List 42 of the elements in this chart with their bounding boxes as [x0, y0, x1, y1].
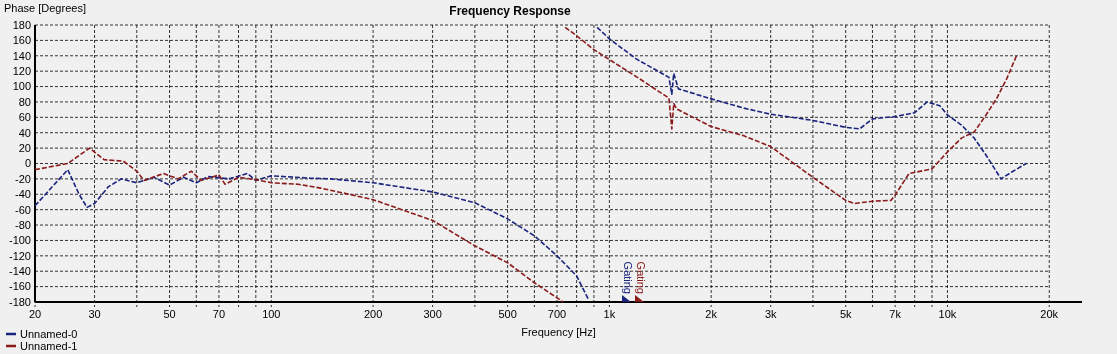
y-tick-label: -100 [8, 234, 31, 247]
y-tick-label: -180 [8, 295, 31, 308]
y-axis-title: Phase [Degrees] [4, 2, 86, 14]
y-tick-label: 40 [18, 126, 31, 139]
legend-label: Unnamed-0 [20, 327, 78, 340]
y-tick-label: 0 [24, 157, 31, 170]
x-tick-label: 20 [28, 308, 42, 320]
annotation: Gating [635, 261, 648, 294]
x-tick-label: 100 [262, 308, 281, 320]
y-tick-label: 80 [18, 95, 31, 108]
y-tick-label: 100 [12, 80, 31, 93]
chart-title: Frequency Response [449, 4, 572, 18]
legend-label: Unnamed-1 [20, 339, 78, 352]
annotation: Gating [622, 261, 635, 294]
y-tick-label: 20 [18, 141, 31, 154]
x-tick-label: 700 [547, 308, 567, 320]
x-tick-label: 2k [705, 308, 718, 320]
x-tick-label: 300 [423, 308, 442, 320]
x-tick-label: 20k [1040, 308, 1059, 320]
y-tick-label: 180 [12, 18, 31, 31]
x-tick-label: 30 [88, 308, 101, 320]
x-tick-label: 50 [163, 308, 176, 320]
y-tick-label: 160 [12, 34, 31, 47]
x-tick-label: 70 [212, 308, 226, 320]
y-tick-label: -20 [15, 172, 31, 185]
y-tick-label: -160 [8, 280, 31, 293]
y-tick-label: -120 [8, 249, 31, 262]
x-tick-label: 10k [938, 308, 957, 320]
y-tick-label: -140 [8, 265, 31, 278]
x-tick-label: 3k [764, 308, 777, 320]
y-tick-label: 120 [12, 65, 31, 78]
x-tick-label: 1k [603, 308, 616, 320]
x-tick-label: 200 [363, 308, 383, 320]
y-tick-label: -80 [15, 218, 31, 231]
y-tick-label: -40 [15, 188, 31, 201]
y-tick-label: -60 [15, 203, 31, 216]
y-tick-label: 140 [12, 49, 31, 62]
x-tick-label: 7k [889, 308, 902, 320]
x-tick-label: 5k [839, 308, 852, 320]
x-tick-label: 500 [498, 308, 517, 320]
x-axis-title: Frequency [Hz] [521, 326, 596, 338]
y-tick-label: 60 [18, 111, 31, 124]
